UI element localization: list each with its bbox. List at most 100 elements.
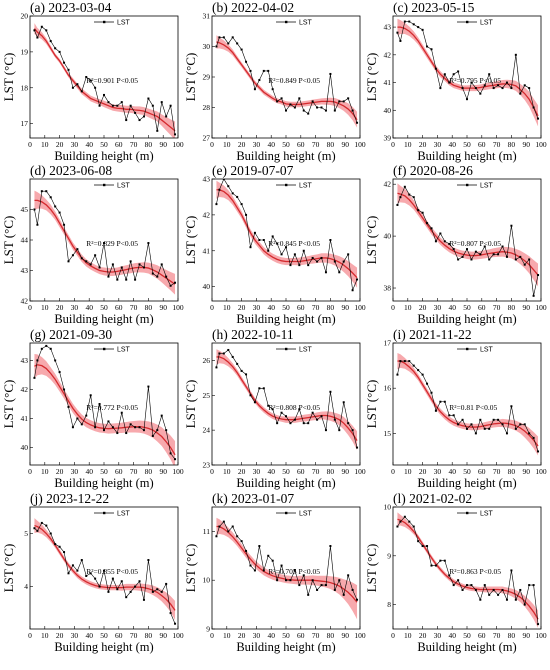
x-tick-label: 30	[253, 140, 261, 149]
x-tick-label: 40	[85, 631, 93, 640]
data-point	[488, 593, 491, 596]
data-point	[54, 47, 57, 50]
x-tick-label: 50	[463, 303, 471, 312]
data-point	[466, 427, 468, 430]
data-point	[147, 385, 150, 388]
data-point	[501, 588, 504, 591]
data-point	[151, 272, 154, 275]
data-point	[443, 559, 446, 562]
data-point	[333, 588, 336, 591]
x-tick-label: 50	[463, 140, 471, 149]
data-point	[63, 223, 66, 226]
data-point	[399, 39, 402, 42]
data-point	[227, 42, 230, 45]
y-tick-label: 39	[384, 134, 392, 143]
data-point	[396, 373, 399, 376]
x-tick-label: 10	[223, 467, 231, 476]
data-point	[396, 525, 399, 528]
data-point	[324, 109, 327, 112]
data-point	[347, 97, 350, 100]
legend-label: LST	[117, 183, 131, 190]
data-point	[258, 545, 261, 548]
panel-title: (j) 2023-12-22	[30, 491, 109, 506]
x-axis-label: Building height (m)	[236, 312, 335, 326]
data-point	[505, 432, 508, 435]
x-tick-label: 60	[297, 140, 305, 149]
y-tick-label: 41	[203, 246, 211, 255]
data-point	[403, 360, 406, 363]
legend-label: LST	[117, 511, 131, 518]
chart-panel: (i) 2021-11-22 0 10 20 30 40 50 60 70 80 90 100 15 16…	[364, 327, 547, 490]
data-point	[457, 579, 460, 582]
data-point	[356, 278, 359, 281]
series-line	[397, 21, 539, 119]
data-point	[174, 281, 177, 284]
fit-curve	[397, 360, 539, 447]
chart-panel: (j) 2023-12-22 0 10 20 30 40 50 60 70 80 90 100 4 5 Bu…	[1, 491, 184, 654]
data-point	[466, 248, 468, 251]
r-squared-annotation: R²=0.808 P<0.05	[268, 403, 320, 412]
x-tick-label: 20	[238, 631, 246, 640]
y-tick-label: 17	[21, 119, 29, 128]
x-tick-label: 100	[354, 631, 366, 640]
data-point	[479, 598, 482, 601]
confidence-band	[34, 190, 176, 295]
data-point	[94, 426, 97, 429]
panel-title: (i) 2021-11-22	[393, 327, 472, 342]
x-tick-label: 0	[28, 631, 32, 640]
x-tick-label: 30	[253, 467, 261, 476]
data-point	[426, 545, 429, 548]
data-point	[142, 429, 145, 432]
data-point	[218, 188, 221, 191]
data-point	[302, 574, 305, 577]
x-tick-label: 0	[210, 303, 214, 312]
data-point	[285, 246, 287, 249]
data-point	[351, 588, 354, 591]
y-tick-label: 43	[21, 356, 29, 365]
data-point	[262, 569, 265, 572]
data-point	[434, 67, 437, 70]
data-point	[470, 584, 473, 587]
legend-label: LST	[480, 183, 494, 190]
data-point	[439, 559, 442, 562]
r-squared-annotation: R²=0.901 P<0.05	[86, 76, 138, 85]
x-tick-label: 90	[522, 140, 530, 149]
data-point	[470, 81, 473, 84]
panel-title: (e) 2019-07-07	[212, 163, 294, 178]
x-tick-label: 100	[354, 140, 366, 149]
x-tick-label: 30	[434, 467, 442, 476]
data-point	[403, 20, 406, 23]
x-tick-label: 40	[85, 467, 93, 476]
y-tick-label: 42	[384, 50, 392, 59]
data-point	[54, 543, 57, 546]
data-point	[461, 588, 464, 591]
data-point	[58, 211, 61, 214]
data-point	[514, 258, 517, 261]
data-point	[311, 411, 314, 414]
data-point	[519, 588, 522, 591]
data-point	[98, 585, 101, 588]
data-point	[324, 271, 327, 274]
r-squared-annotation: R²=0.81 P<0.05	[449, 403, 497, 412]
y-tick-label: 28	[203, 103, 211, 112]
r-squared-annotation: R²=0.829 P<0.05	[86, 239, 138, 248]
x-axis-label: Building height (m)	[54, 640, 153, 654]
data-point	[245, 373, 248, 376]
data-point	[253, 231, 256, 234]
data-point	[249, 246, 252, 249]
data-point	[215, 203, 218, 206]
data-point	[156, 129, 159, 132]
x-tick-label: 100	[172, 631, 184, 640]
r-squared-annotation: R²=0.855 P<0.05	[86, 567, 138, 576]
data-point	[45, 29, 48, 32]
data-point	[94, 86, 97, 89]
data-point	[253, 569, 256, 572]
data-point	[439, 232, 442, 235]
data-point	[218, 36, 221, 39]
data-point	[523, 84, 526, 87]
data-point	[218, 525, 221, 528]
data-point	[271, 88, 274, 91]
chart-panel: (k) 2023-01-07 0 10 20 30 40 50 60 70 80 90 100 9 10 1…	[183, 491, 366, 654]
x-tick-label: 30	[434, 140, 442, 149]
data-point	[457, 70, 460, 73]
